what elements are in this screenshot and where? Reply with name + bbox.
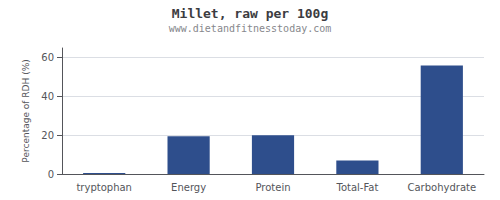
svg-text:40: 40 bbox=[41, 91, 54, 102]
svg-text:60: 60 bbox=[41, 52, 54, 63]
svg-text:20: 20 bbox=[41, 130, 54, 141]
svg-text:Total-Fat: Total-Fat bbox=[335, 182, 378, 193]
svg-text:Carbohydrate: Carbohydrate bbox=[407, 182, 476, 193]
svg-text:www.dietandfitnesstoday.com: www.dietandfitnesstoday.com bbox=[169, 23, 332, 34]
svg-text:0: 0 bbox=[48, 169, 54, 180]
svg-text:Percentage of RDH (%): Percentage of RDH (%) bbox=[21, 59, 31, 162]
svg-text:Protein: Protein bbox=[255, 182, 290, 193]
svg-text:Millet, raw per 100g: Millet, raw per 100g bbox=[172, 6, 329, 21]
svg-text:tryptophan: tryptophan bbox=[76, 182, 132, 193]
svg-text:Energy: Energy bbox=[171, 182, 206, 193]
